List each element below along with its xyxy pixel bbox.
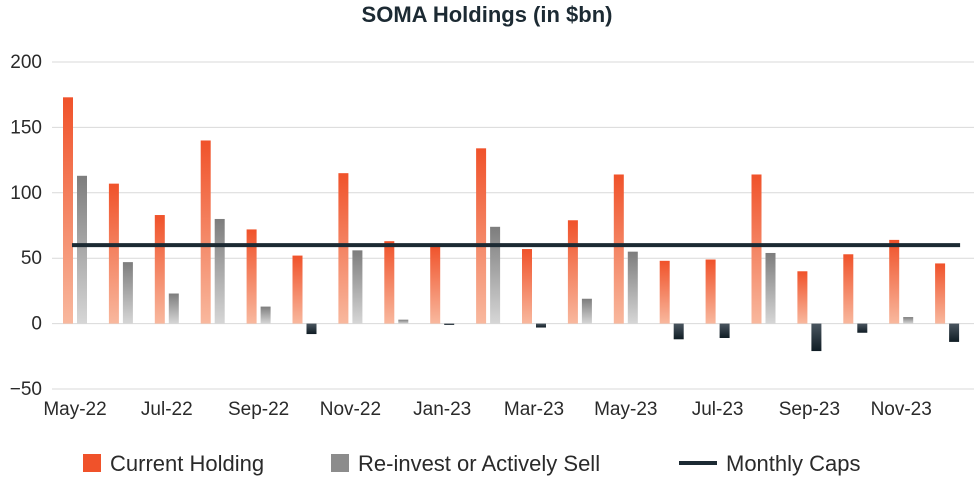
bar-reinvest-or-sell: [77, 175, 87, 324]
y-tick-label: −50: [10, 379, 42, 400]
bar-reinvest-or-sell: [444, 323, 455, 325]
bars: [63, 97, 960, 352]
bar-reinvest-or-sell: [765, 252, 776, 324]
bar-reinvest-or-sell: [536, 323, 546, 328]
bar-current-holding: [338, 173, 349, 324]
bar-reinvest-or-sell: [490, 226, 501, 324]
x-tick-label: May-22: [43, 399, 106, 420]
y-tick-label: 100: [10, 183, 42, 204]
legend-label-monthly-caps: Monthly Caps: [726, 451, 861, 476]
bar-reinvest-or-sell: [949, 323, 960, 342]
y-axis-ticks: 200 150 100 50 0 −50: [10, 52, 42, 400]
x-tick-label: Jul-22: [141, 399, 193, 420]
gridlines: [52, 61, 974, 390]
bar-current-holding: [292, 255, 303, 324]
bar-reinvest-or-sell: [673, 323, 684, 340]
y-tick-label: 0: [31, 314, 42, 335]
legend: Current Holding Re-invest or Actively Sel…: [83, 451, 861, 476]
bar-current-holding: [843, 254, 854, 324]
legend-label-current-holding: Current Holding: [110, 451, 264, 476]
bar-reinvest-or-sell: [719, 323, 730, 338]
bar-current-holding: [430, 245, 441, 324]
bar-current-holding: [889, 239, 900, 324]
x-axis-ticks: May-22 Jul-22 Sep-22 Nov-22 Jan-23 Mar-23 May-…: [43, 399, 932, 420]
x-tick-label: Sep-23: [779, 399, 840, 420]
bar-current-holding: [200, 140, 211, 324]
y-tick-label: 50: [21, 248, 42, 269]
bar-reinvest-or-sell: [306, 323, 317, 335]
bar-current-holding: [108, 183, 119, 324]
bar-reinvest-or-sell: [214, 218, 225, 324]
x-tick-label: May-23: [594, 399, 657, 420]
bar-reinvest-or-sell: [581, 298, 592, 324]
x-tick-label: Nov-23: [871, 399, 932, 420]
bar-current-holding: [476, 148, 487, 324]
bar-current-holding: [246, 229, 257, 324]
bar-reinvest-or-sell: [260, 306, 271, 324]
bar-current-holding: [63, 97, 73, 324]
bar-current-holding: [659, 260, 670, 324]
x-tick-label: Jul-23: [692, 399, 744, 420]
x-tick-label: Mar-23: [504, 399, 564, 420]
bar-current-holding: [384, 241, 395, 324]
x-tick-label: Nov-22: [320, 399, 381, 420]
bar-reinvest-or-sell: [122, 262, 133, 324]
bar-reinvest-or-sell: [352, 250, 363, 324]
bar-reinvest-or-sell: [857, 323, 868, 333]
bar-current-holding: [935, 263, 946, 324]
bar-reinvest-or-sell: [811, 323, 822, 352]
y-tick-label: 150: [10, 117, 42, 138]
bar-current-holding: [154, 215, 165, 324]
bar-current-holding: [522, 249, 532, 324]
chart-title: SOMA Holdings (in $bn): [362, 2, 613, 27]
legend-swatch-current-holding: [83, 454, 101, 472]
x-tick-label: Jan-23: [413, 399, 471, 420]
y-tick-label: 200: [10, 52, 42, 73]
bar-reinvest-or-sell: [168, 293, 179, 324]
legend-label-reinvest-or-sell: Re-invest or Actively Sell: [358, 451, 600, 476]
x-tick-label: Sep-22: [228, 399, 289, 420]
bar-current-holding: [705, 259, 716, 324]
bar-reinvest-or-sell: [903, 317, 914, 324]
bar-current-holding: [567, 220, 578, 324]
bar-current-holding: [797, 271, 808, 324]
bar-reinvest-or-sell: [398, 319, 409, 324]
legend-swatch-reinvest-or-sell: [331, 454, 349, 472]
bar-reinvest-or-sell: [627, 251, 638, 324]
bar-current-holding: [751, 174, 762, 324]
bar-current-holding: [613, 174, 624, 324]
